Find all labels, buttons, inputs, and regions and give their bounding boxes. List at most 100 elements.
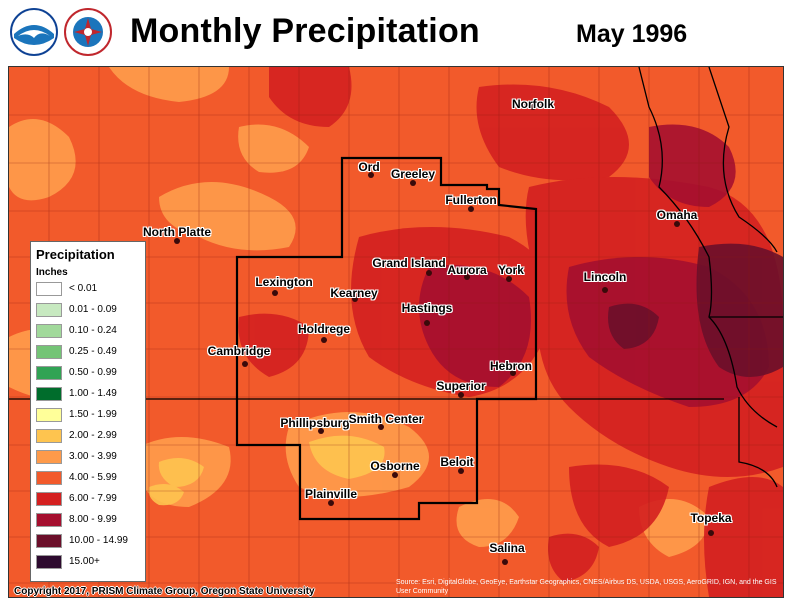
legend-swatch (36, 387, 62, 401)
legend-swatch (36, 324, 62, 338)
city-label-north-platte: North Platte (142, 225, 212, 239)
legend-swatch (36, 408, 62, 422)
precipitation-legend: Precipitation Inches < 0.01 0.01 - 0.09 0.… (30, 241, 146, 582)
legend-item: 1.00 - 1.49 (36, 387, 140, 403)
city-label-hastings: Hastings (401, 301, 453, 315)
city-label-osborne: Osborne (370, 459, 420, 473)
legend-item: 0.25 - 0.49 (36, 345, 140, 361)
legend-item: 4.00 - 5.99 (36, 471, 140, 487)
basemap-source-text: Source: Esri, DigitalGlobe, GeoEye, Eart… (396, 579, 777, 595)
city-label-smith-center: Smith Center (348, 412, 424, 426)
city-label-norfolk: Norfolk (512, 97, 554, 111)
legend-label: 4.00 - 5.99 (69, 472, 117, 483)
city-dot (174, 238, 180, 244)
legend-swatch (36, 366, 62, 380)
legend-item: 0.10 - 0.24 (36, 324, 140, 340)
legend-label: 0.25 - 0.49 (69, 346, 117, 357)
legend-title: Precipitation (36, 247, 115, 262)
legend-item: < 0.01 (36, 282, 140, 298)
legend-item: 8.00 - 9.99 (36, 513, 140, 529)
precip-zones-10-15 (608, 243, 783, 377)
legend-label: 10.00 - 14.99 (69, 535, 128, 546)
map-title: Monthly Precipitation (130, 12, 480, 50)
legend-swatch (36, 429, 62, 443)
city-dot (502, 559, 508, 565)
city-dot (674, 221, 680, 227)
city-dot (352, 296, 358, 302)
city-dot (318, 428, 324, 434)
city-dot (368, 172, 374, 178)
legend-label: 0.50 - 0.99 (69, 367, 117, 378)
legend-swatch (36, 555, 62, 569)
city-label-kearney: Kearney (330, 286, 378, 300)
city-label-hebron: Hebron (490, 359, 532, 373)
legend-label: 0.01 - 0.09 (69, 304, 117, 315)
legend-label: < 0.01 (69, 283, 98, 294)
legend-label: 8.00 - 9.99 (69, 514, 117, 525)
precip-zones-8-10 (419, 124, 769, 407)
legend-label: 1.00 - 1.49 (69, 388, 117, 399)
city-dot (272, 290, 278, 296)
city-dot (464, 274, 470, 280)
legend-swatch (36, 534, 62, 548)
cwa-outline (235, 156, 538, 521)
legend-swatch (36, 345, 62, 359)
legend-item: 3.00 - 3.99 (36, 450, 140, 466)
city-label-york: York (498, 263, 524, 277)
legend-swatch (36, 282, 62, 296)
legend-label: 2.00 - 2.99 (69, 430, 117, 441)
city-dot (328, 500, 334, 506)
city-label-salina: Salina (489, 541, 525, 555)
city-label-topeka: Topeka (690, 511, 732, 525)
legend-item: 1.50 - 1.99 (36, 408, 140, 424)
legend-item: 10.00 - 14.99 (36, 534, 140, 550)
legend-label: 3.00 - 3.99 (69, 451, 117, 462)
city-dot (458, 468, 464, 474)
city-dot (321, 337, 327, 343)
legend-item: 15.00+ (36, 555, 140, 571)
legend-label: 6.00 - 7.99 (69, 493, 117, 504)
city-label-fullerton: Fullerton (445, 193, 497, 207)
city-dot (410, 180, 416, 186)
city-dot (510, 370, 516, 376)
legend-item: 0.01 - 0.09 (36, 303, 140, 319)
city-label-cambridge: Cambridge (207, 344, 271, 358)
legend-label: 1.50 - 1.99 (69, 409, 117, 420)
city-label-aurora: Aurora (447, 263, 487, 277)
city-dot (424, 320, 430, 326)
city-label-ord: Ord (358, 160, 380, 174)
city-dot (458, 392, 464, 398)
city-label-phillipsburg: Phillipsburg (280, 416, 350, 430)
city-label-omaha: Omaha (656, 208, 698, 222)
legend-units: Inches (36, 267, 68, 278)
legend-swatch (36, 450, 62, 464)
city-label-superior: Superior (436, 379, 486, 393)
map-date: May 1996 (576, 20, 688, 48)
city-dot (392, 472, 398, 478)
city-dot (530, 104, 536, 110)
city-dot (426, 270, 432, 276)
city-label-greeley: Greeley (390, 167, 436, 181)
copyright-text: Copyright 2017, PRISM Climate Group, Ore… (14, 586, 315, 597)
legend-swatch (36, 471, 62, 485)
nws-logo-icon (64, 8, 112, 56)
legend-swatch (36, 492, 62, 506)
city-dot (378, 424, 384, 430)
city-label-grand-island: Grand Island (372, 256, 446, 270)
city-label-lexington: Lexington (255, 275, 313, 289)
city-dot (506, 276, 512, 282)
legend-swatch (36, 303, 62, 317)
precip-zones-2-3 (148, 435, 385, 506)
legend-item: 2.00 - 2.99 (36, 429, 140, 445)
city-label-beloit: Beloit (440, 455, 474, 469)
city-label-plainville: Plainville (304, 487, 358, 501)
city-dot (708, 530, 714, 536)
city-label-lincoln: Lincoln (583, 270, 627, 284)
city-dot (242, 361, 248, 367)
city-label-holdrege: Holdrege (297, 322, 351, 336)
noaa-logo-icon (10, 8, 58, 56)
legend-item: 0.50 - 0.99 (36, 366, 140, 382)
legend-item: 6.00 - 7.99 (36, 492, 140, 508)
header: Monthly Precipitation May 1996 (0, 0, 792, 64)
legend-label: 15.00+ (69, 556, 100, 567)
